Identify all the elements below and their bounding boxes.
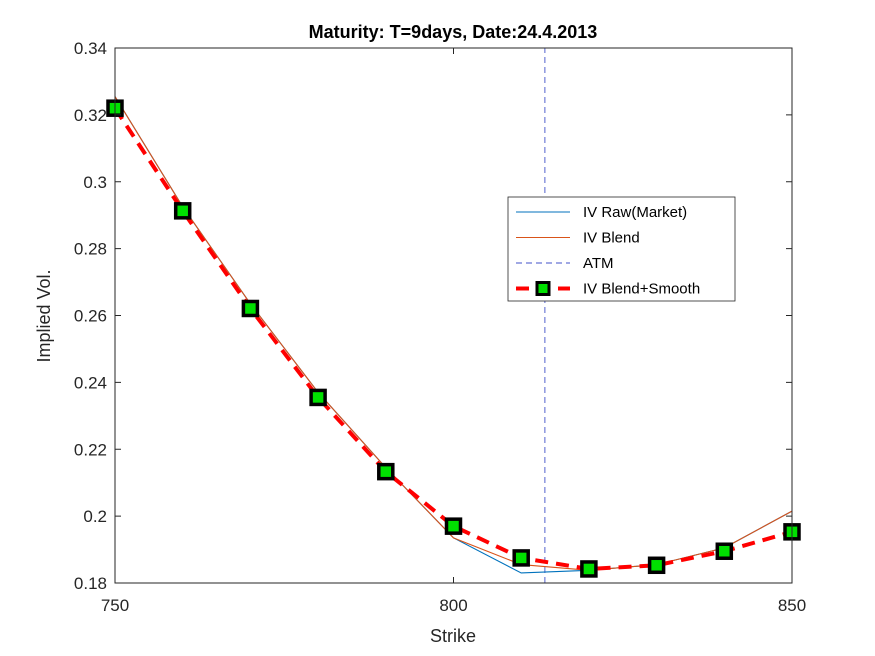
legend-label-iv-blend-smooth: IV Blend+Smooth [583, 281, 700, 298]
y-tick-label: 0.34 [74, 39, 107, 58]
y-tick-label: 0.3 [83, 173, 107, 192]
data-point-iv-blend-smooth [173, 202, 192, 220]
series-layer [114, 96, 793, 574]
data-point-iv-blend-smooth [309, 388, 327, 407]
y-tick-label: 0.32 [74, 106, 107, 125]
data-point-iv-blend-smooth [241, 299, 260, 318]
y-axis: 0.18 0.2 0.22 0.24 0.26 0.28 0.3 0.32 0.34 [74, 39, 792, 593]
legend-label-iv-blend: IV Blend [583, 230, 640, 247]
legend-marker-iv-blend-smooth [535, 281, 551, 296]
y-tick-label: 0.2 [83, 507, 107, 526]
x-axis-title: Strike [430, 626, 476, 646]
y-tick-label: 0.22 [74, 440, 107, 459]
series-line-iv-blend [114, 96, 793, 571]
data-point-iv-blend-smooth [444, 517, 463, 535]
y-tick-label: 0.26 [74, 307, 107, 326]
y-tick-label: 0.24 [74, 373, 107, 392]
y-axis-title: Implied Vol. [34, 269, 54, 362]
data-point-iv-blend-smooth [580, 560, 598, 578]
data-point-iv-blend-smooth [512, 549, 530, 567]
legend-label-iv-raw-market: IV Raw(Market) [583, 204, 687, 221]
x-tick-label: 850 [778, 596, 806, 615]
chart-title: Maturity: T=9days, Date:24.4.2013 [309, 22, 598, 42]
x-axis: 750 800 850 [101, 48, 806, 615]
plot-area [115, 48, 792, 583]
legend: IV Raw(Market) IV Blend ATM IV Blend+Smooth [507, 196, 736, 302]
y-tick-label: 0.28 [74, 240, 107, 259]
data-point-iv-blend-smooth [715, 542, 734, 560]
data-point-iv-blend-smooth [377, 462, 395, 481]
data-point-iv-blend-smooth [647, 556, 666, 575]
x-tick-label: 800 [439, 596, 467, 615]
x-tick-label: 750 [101, 596, 129, 615]
y-tick-label: 0.18 [74, 574, 107, 593]
legend-label-atm: ATM [583, 255, 614, 272]
